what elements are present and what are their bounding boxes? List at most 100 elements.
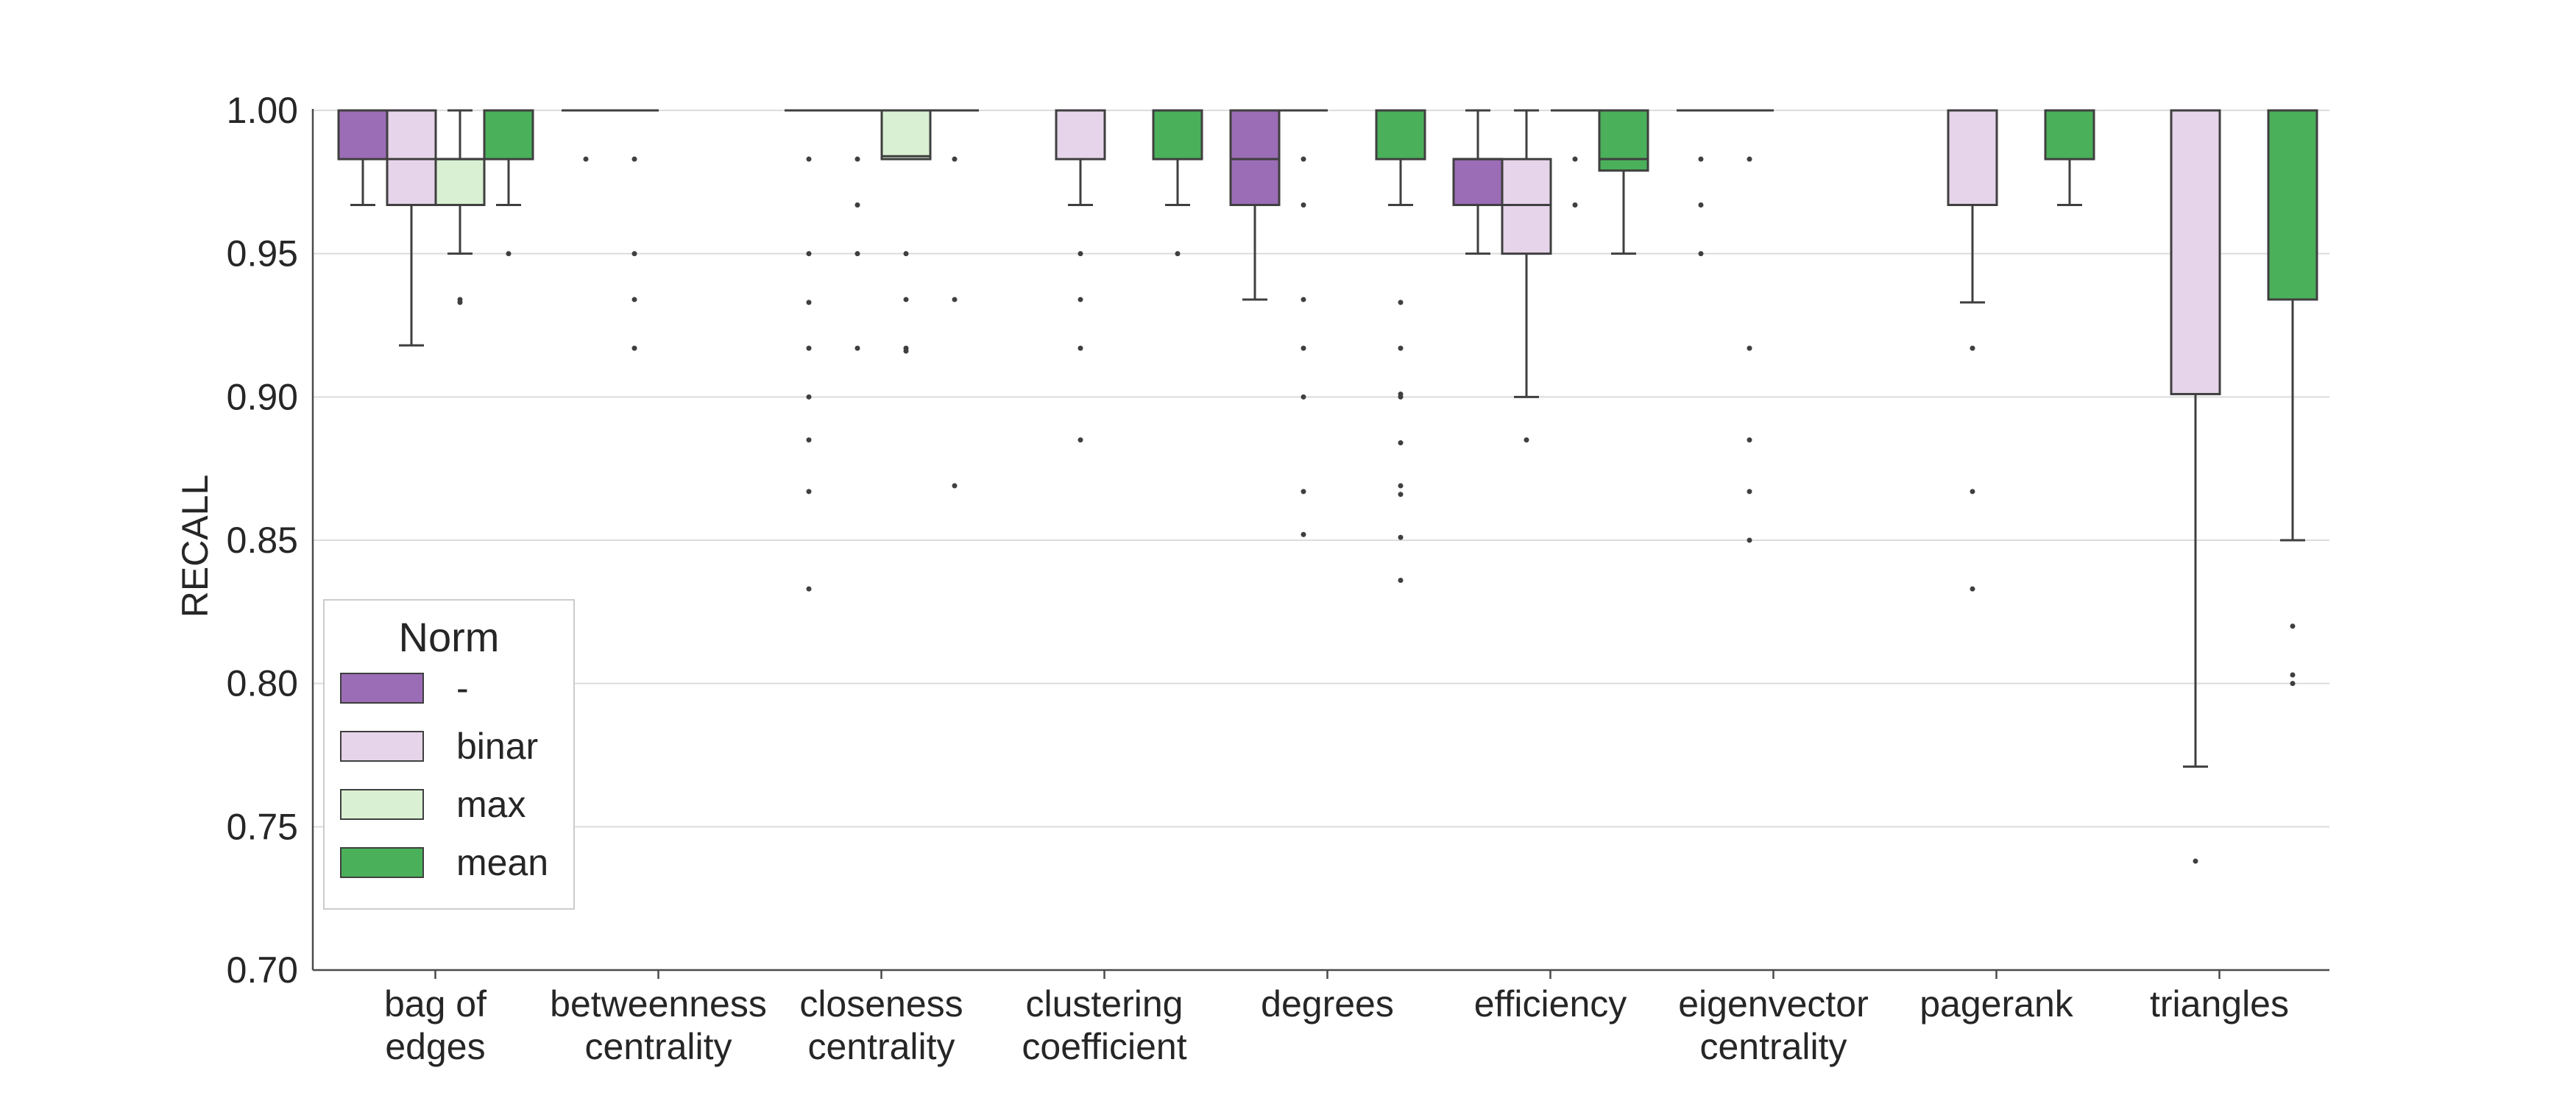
legend-label: - [456, 668, 469, 709]
outlier-point [806, 251, 812, 257]
outlier-point [952, 156, 958, 162]
legend-swatch [340, 673, 424, 704]
box-body [880, 109, 932, 160]
y-tick-label: 0.85 [227, 520, 298, 561]
box-3-6 [1551, 109, 1599, 208]
legend-entry: - [340, 668, 469, 709]
outlier-point [1970, 345, 1975, 351]
outlier-point [1572, 202, 1578, 208]
gridlines [313, 110, 2329, 971]
y-tick-label: 0.75 [227, 806, 298, 847]
box-1-2 [562, 109, 610, 162]
outlier-point [1078, 297, 1083, 302]
outlier-point [1698, 156, 1704, 162]
box-2-9 [2170, 109, 2221, 864]
outlier-point [1078, 251, 1083, 257]
legend-entry: mean [340, 842, 548, 883]
outlier-point [806, 394, 812, 400]
y-tick-label: 0.95 [227, 233, 298, 275]
outlier-point [506, 251, 512, 257]
legend-label: mean [456, 842, 548, 883]
box-body [1375, 109, 1426, 160]
outlier-point [1698, 202, 1704, 208]
outlier-point [1398, 440, 1404, 446]
outlier-point [2290, 623, 2296, 629]
outlier-point [457, 300, 463, 305]
y-tick-label: 1.00 [227, 90, 298, 131]
box-4-3 [930, 109, 979, 489]
x-tick-label: pagerank [1919, 983, 2073, 1025]
outlier-point [1398, 345, 1404, 351]
boxes [337, 109, 2318, 864]
box-body [386, 109, 437, 206]
legend-entries: - binar max mean [340, 668, 548, 883]
box-body [1947, 109, 1998, 206]
outlier-point [631, 251, 637, 257]
legend-entry: binar [340, 726, 538, 767]
x-tick-label: triangles [2150, 983, 2289, 1025]
outlier-point [806, 437, 812, 443]
outlier-point [1747, 537, 1752, 543]
box-4-9 [2267, 109, 2318, 687]
legend-label: binar [456, 726, 538, 767]
outlier-point [1747, 156, 1752, 162]
x-tick-label-line: pagerank [1919, 983, 2073, 1025]
outlier-point [631, 156, 637, 162]
outlier-point [903, 251, 909, 257]
outlier-point [854, 156, 860, 162]
outlier-point [903, 348, 909, 354]
outlier-point [631, 345, 637, 351]
box-body [483, 109, 534, 160]
x-tick-label-line: triangles [2150, 983, 2289, 1025]
box-2-2 [610, 109, 659, 351]
y-tick-label: 0.80 [227, 663, 298, 704]
outlier-point [1301, 345, 1306, 351]
x-tick-label-line: bag of [384, 983, 486, 1025]
outlier-point [1398, 578, 1404, 584]
outlier-point [1572, 156, 1578, 162]
outlier-point [854, 251, 860, 257]
outlier-point [806, 586, 812, 592]
outlier-point [631, 297, 637, 302]
outlier-point [1301, 531, 1306, 537]
box-4-4 [1152, 109, 1203, 257]
box-1-6 [1452, 109, 1504, 255]
legend-swatch [340, 789, 424, 820]
outlier-point [583, 156, 589, 162]
outlier-point [806, 489, 812, 495]
x-tick-label-line: centrality [584, 1026, 732, 1067]
outlier-point [2290, 672, 2296, 678]
box-2-4 [1055, 109, 1106, 443]
box-3-3 [880, 109, 932, 354]
outlier-point [1698, 251, 1704, 257]
x-tick-label-line: eigenvector [1678, 983, 1869, 1025]
outlier-point [1301, 202, 1306, 208]
outlier-point [1524, 437, 1529, 443]
box-body [1229, 109, 1281, 206]
box-body [1598, 109, 1649, 172]
x-tick-label: efficiency [1474, 983, 1627, 1025]
box-body [2170, 109, 2221, 395]
outlier-point [1398, 300, 1404, 305]
outlier-point [1970, 586, 1975, 592]
x-tick-label-line: centrality [807, 1026, 955, 1067]
legend-entry: max [340, 784, 526, 825]
legend-swatch [340, 731, 424, 762]
box-2-7 [1725, 109, 1774, 543]
outlier-point [854, 345, 860, 351]
box-4-5 [1375, 109, 1426, 584]
box-body [434, 158, 486, 206]
outlier-point [2193, 858, 2198, 864]
outlier-point [1747, 489, 1752, 495]
outlier-point [2290, 681, 2296, 687]
outlier-point [903, 297, 909, 302]
x-tick-label-line: efficiency [1474, 983, 1627, 1025]
outlier-point [1175, 251, 1181, 257]
outlier-point [1398, 534, 1404, 540]
x-tick-label: degrees [1261, 983, 1394, 1025]
box-body [1501, 158, 1552, 255]
x-tick-label-line: closeness [799, 983, 963, 1025]
box-body [2044, 109, 2095, 160]
